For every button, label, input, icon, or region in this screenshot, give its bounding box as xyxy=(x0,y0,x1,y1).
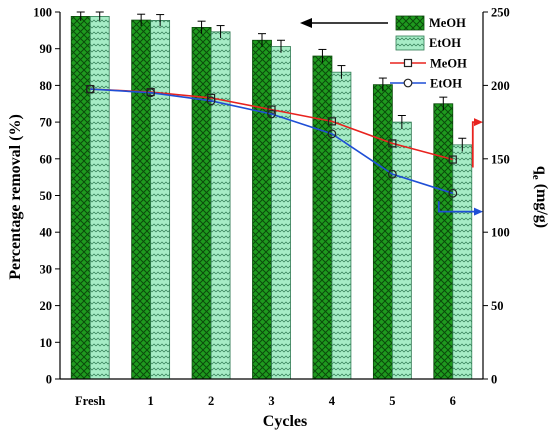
bar-meoh-3 xyxy=(252,39,272,380)
legend-label-line-etoh: EtOH xyxy=(430,77,462,91)
y-left-tick-label: 0 xyxy=(46,373,52,387)
marker-meoh-5 xyxy=(388,139,397,148)
y-left-tick-label: 60 xyxy=(40,152,53,166)
legend: MeOH EtOH MeOH EtOH xyxy=(300,15,467,91)
bar-meoh-6 xyxy=(433,103,454,380)
marker-meoh-6 xyxy=(448,155,457,164)
y-left-tick-label: 50 xyxy=(40,189,53,203)
legend-label-bar-etoh: EtOH xyxy=(429,36,461,50)
legend-swatch-bar-etoh xyxy=(395,35,425,51)
legend-marker-meoh xyxy=(403,58,413,68)
bar-etoh-6 xyxy=(452,144,473,380)
legend-swatch-bar-meoh xyxy=(395,15,425,31)
marker-etoh-5 xyxy=(387,169,397,179)
bar-meoh-1 xyxy=(131,19,152,380)
y-right-tick-label: 200 xyxy=(491,79,510,93)
y-right-tick-label: 250 xyxy=(491,6,510,20)
bar-meoh-4 xyxy=(312,55,333,380)
lines-layer xyxy=(85,84,483,216)
axes-layer: 0 10 20 30 40 50 60 70 80 90 100 0 50 100 150 200 250 Fre… xyxy=(33,6,510,409)
marker-meoh-3 xyxy=(267,105,276,114)
y-left-tick-label: 40 xyxy=(40,226,53,240)
y-right-tick-label: 150 xyxy=(491,152,510,166)
legend-label-line-meoh: MeOH xyxy=(430,57,467,71)
y-right-tick-label: 100 xyxy=(491,226,510,240)
x-tick-label-3: 3 xyxy=(268,394,274,408)
bars-layer xyxy=(70,16,473,380)
legend-marker-etoh xyxy=(403,78,413,88)
arrowhead-meoh-line xyxy=(474,118,483,127)
bar-etoh-1 xyxy=(150,20,171,380)
arrow-meoh-line xyxy=(471,121,477,168)
y-left-tick-label: 80 xyxy=(40,79,53,93)
x-tick-label-1: 1 xyxy=(148,394,154,408)
x-tick-label-4: 4 xyxy=(329,394,336,408)
y-left-tick-label: 30 xyxy=(40,262,53,276)
line-etoh-circle xyxy=(90,88,454,195)
marker-etoh-1 xyxy=(146,88,156,98)
y-left-tick-label: 10 xyxy=(40,336,53,350)
bar-meoh-2 xyxy=(191,27,212,380)
x-tick-label-fresh: Fresh xyxy=(75,394,105,408)
bar-etoh-5 xyxy=(391,121,412,380)
y-left-tick-label: 100 xyxy=(33,6,52,20)
x-tick-label-2: 2 xyxy=(208,394,214,408)
bar-etoh-fresh xyxy=(89,16,110,380)
y-right-tick-label: 50 xyxy=(491,299,504,313)
arrow-etoh-line xyxy=(437,201,477,213)
marker-etoh-2 xyxy=(206,96,216,106)
legend-label-bar-meoh: MeOH xyxy=(429,16,466,30)
marker-etoh-3 xyxy=(267,109,276,119)
y-left-tick-label: 70 xyxy=(40,116,53,130)
arrowhead-etoh-line xyxy=(474,207,483,216)
error-bars-layer xyxy=(76,11,467,152)
y-right-tick-label: 0 xyxy=(491,373,497,387)
x-tick-label-6: 6 xyxy=(450,394,456,408)
bar-etoh-2 xyxy=(210,31,231,380)
legend-bars-arrow-head xyxy=(300,18,312,28)
marker-etoh-6 xyxy=(448,188,458,198)
y-axis-right-title-sub: e xyxy=(530,175,542,180)
marker-meoh-4 xyxy=(327,117,337,126)
y-axis-right-title: qe (mg/g) xyxy=(530,166,550,228)
bar-meoh-5 xyxy=(372,84,393,380)
y-axis-right-title-unit: (mg/g) xyxy=(533,180,550,228)
bar-etoh-3 xyxy=(271,46,291,380)
y-axis-right-title-main: q xyxy=(533,166,550,175)
marker-etoh-fresh xyxy=(85,84,95,94)
bar-meoh-fresh xyxy=(70,16,91,380)
x-axis-title: Cycles xyxy=(263,413,307,430)
y-left-tick-label: 90 xyxy=(40,42,53,56)
y-axis-left-title: Percentage removal (%) xyxy=(7,114,24,280)
marker-etoh-4 xyxy=(327,129,337,139)
x-tick-label-5: 5 xyxy=(389,394,395,408)
y-left-tick-label: 20 xyxy=(40,299,53,313)
